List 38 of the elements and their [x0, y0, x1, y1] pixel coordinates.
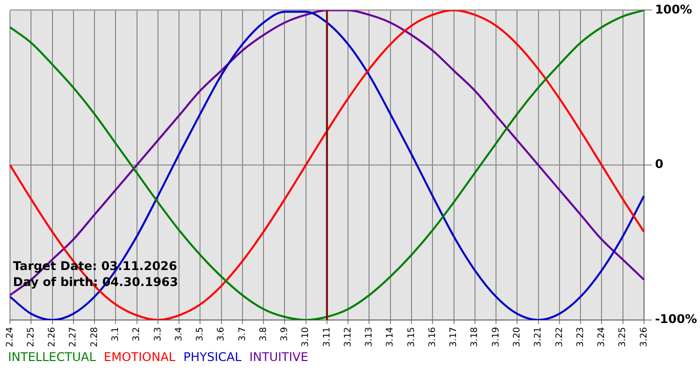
- text: EMOTIONAL: [104, 350, 176, 364]
- x-tick-label: 3.2: [132, 326, 142, 342]
- x-tick-label: 3.13: [364, 326, 375, 348]
- x-tick-label: 3.8: [258, 326, 269, 342]
- x-tick-label: 3.23: [576, 326, 586, 348]
- x-tick-label: 3.26: [639, 326, 650, 348]
- x-tick-label: 3.12: [343, 326, 354, 348]
- x-tick-label: 3.3: [153, 326, 164, 342]
- x-tick-label: 3.7: [238, 326, 248, 342]
- text: PHYSICAL: [183, 350, 242, 364]
- x-tick-label: 2.25: [26, 326, 36, 348]
- x-tick-label: 3.5: [196, 326, 206, 342]
- x-tick-label: 3.20: [512, 326, 522, 348]
- x-tick-label: 3.14: [386, 326, 396, 348]
- x-tick-label: 3.6: [216, 326, 227, 342]
- x-tick-label: 3.18: [470, 326, 480, 348]
- x-tick-label: 3.11: [322, 326, 332, 348]
- x-tick-label: 3.17: [449, 326, 460, 348]
- x-tick-label: 2.27: [68, 326, 79, 348]
- x-tick-label: 3.16: [428, 326, 438, 348]
- y-tick-label: 0: [654, 157, 664, 172]
- x-tick-label: 3.25: [618, 326, 628, 348]
- x-tick-label: 2.26: [48, 326, 58, 348]
- x-tick-label: 3.22: [554, 326, 565, 348]
- x-tick-label: 3.1: [111, 326, 121, 342]
- x-tick-label: 2.28: [90, 326, 100, 348]
- y-tick-label: 100%: [654, 2, 692, 16]
- x-tick-label: 3.4: [174, 326, 184, 342]
- x-tick-label: 3.21: [534, 326, 544, 348]
- x-tick-label: 3.24: [597, 326, 608, 348]
- x-tick-label: 3.10: [301, 326, 312, 348]
- x-tick-label: 3.15: [406, 326, 417, 348]
- x-tick-label: 2.24: [5, 326, 16, 348]
- text: INTUITIVE: [249, 350, 308, 364]
- text: INTELLECTUAL: [8, 350, 96, 364]
- y-tick-label: -100%: [654, 312, 698, 326]
- x-tick-label: 3.19: [491, 326, 502, 348]
- x-tick-label: 3.9: [280, 326, 290, 342]
